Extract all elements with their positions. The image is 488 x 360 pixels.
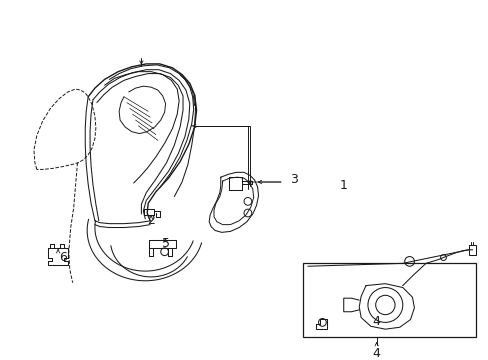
Text: 3: 3 bbox=[290, 172, 298, 186]
Text: 1: 1 bbox=[339, 179, 347, 192]
Text: 5: 5 bbox=[161, 238, 169, 251]
Bar bbox=[468, 245, 475, 255]
Text: 4: 4 bbox=[372, 347, 380, 360]
Text: 6: 6 bbox=[59, 251, 67, 264]
Text: 2: 2 bbox=[147, 214, 155, 227]
Bar bbox=[303, 264, 475, 337]
Text: 4: 4 bbox=[372, 315, 380, 328]
